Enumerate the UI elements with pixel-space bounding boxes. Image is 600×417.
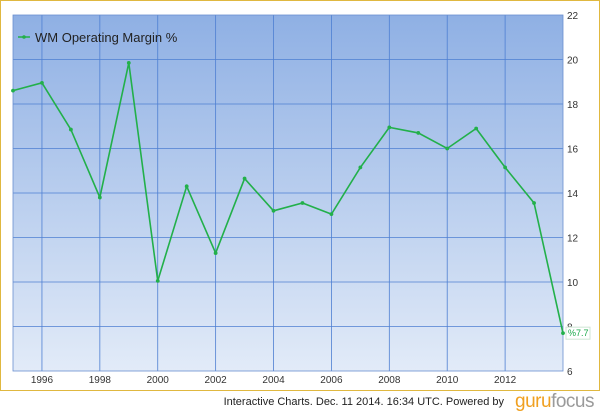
x-tick-label: 2006 <box>320 375 343 386</box>
data-point[interactable] <box>387 125 392 130</box>
x-tick-label: 2010 <box>436 375 459 386</box>
x-tick-label: 2002 <box>205 375 228 386</box>
data-point[interactable] <box>155 278 160 283</box>
y-tick-label: 18 <box>567 100 579 111</box>
series-layer <box>11 60 565 336</box>
y-axis-ticks: 6810121416182022 <box>567 11 579 378</box>
x-tick-label: 1996 <box>31 375 54 386</box>
end-value-label-box <box>565 326 591 340</box>
y-tick-label: 6 <box>567 367 573 378</box>
end-value-label: %7.7 <box>565 326 591 340</box>
x-tick-label: 1998 <box>89 375 112 386</box>
grid-lines <box>12 14 564 372</box>
legend[interactable]: WM Operating Margin % <box>18 30 178 45</box>
footer: Interactive Charts. Dec. 11 2014. 16:34 … <box>0 391 600 417</box>
data-point[interactable] <box>213 251 218 255</box>
data-point[interactable] <box>300 201 305 205</box>
data-point[interactable] <box>40 80 44 85</box>
chart-frame: 6810121416182022 19961998200020022004200… <box>0 0 600 391</box>
y-tick-label: 10 <box>567 278 579 289</box>
x-axis-ticks: 1996 1998 2000 2002 2004 2006 2008 2010 2012 <box>31 375 517 386</box>
end-value-label-text: %7.7 <box>568 328 589 338</box>
x-tick-label: 2008 <box>378 375 401 386</box>
data-point[interactable] <box>126 60 131 65</box>
y-tick-label: 20 <box>567 56 579 67</box>
data-point[interactable] <box>11 88 15 93</box>
x-tick-label: 2000 <box>147 375 170 386</box>
data-point[interactable] <box>242 176 247 181</box>
series-line <box>12 62 564 334</box>
data-point[interactable] <box>474 126 479 131</box>
y-tick-label: 16 <box>567 145 579 156</box>
legend-dot-marker <box>22 35 26 39</box>
y-tick-label: 14 <box>567 189 579 200</box>
data-point[interactable] <box>97 195 102 200</box>
data-point[interactable] <box>184 184 189 189</box>
data-point[interactable] <box>329 212 334 217</box>
data-point[interactable] <box>561 331 565 336</box>
data-point[interactable] <box>503 165 508 170</box>
data-point[interactable] <box>416 131 421 135</box>
chart-svg: 6810121416182022 19961998200020022004200… <box>11 11 591 386</box>
data-point[interactable] <box>532 201 536 205</box>
data-point[interactable] <box>68 127 73 132</box>
y-tick-label: 22 <box>567 11 579 22</box>
data-point[interactable] <box>445 146 450 151</box>
x-tick-label: 2012 <box>494 375 517 386</box>
legend-label: WM Operating Margin % <box>35 30 178 45</box>
x-tick-label: 2004 <box>262 375 285 386</box>
data-point[interactable] <box>271 208 276 213</box>
gurufocus-logo[interactable]: gurufocus <box>515 391 594 412</box>
footer-credit-text: Interactive Charts. Dec. 11 2014. 16:34 … <box>223 396 504 408</box>
y-tick-label: 12 <box>567 234 579 245</box>
plot-border <box>12 14 564 372</box>
data-point[interactable] <box>358 165 363 170</box>
